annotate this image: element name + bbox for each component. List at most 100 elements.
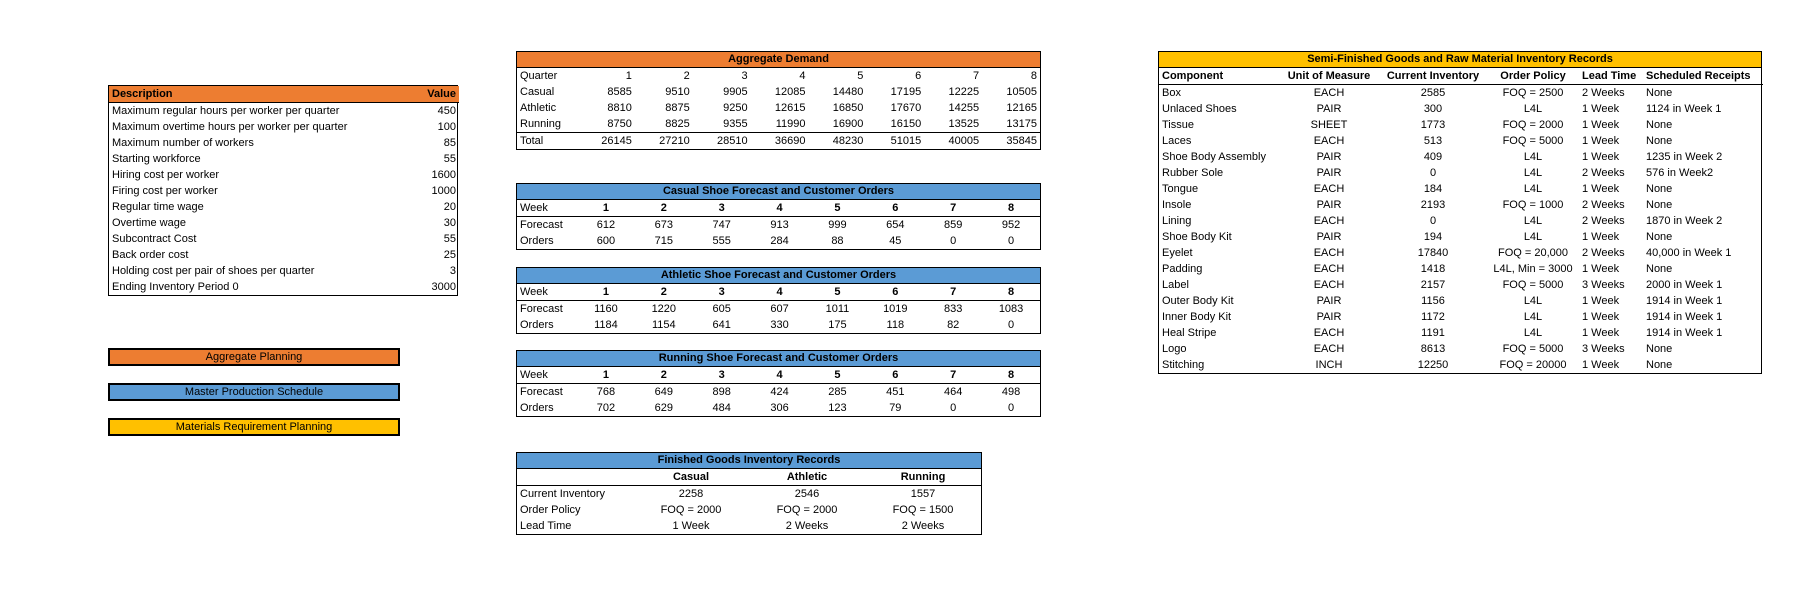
cell: Holding cost per pair of shoes per quart…	[112, 265, 315, 277]
cell: Firing cost per worker	[112, 185, 218, 197]
cell: 10505	[1006, 86, 1037, 98]
row: Eyelet EACH 17840 FOQ = 20,000 2 Weeks 40,000…	[1159, 245, 1763, 261]
aggregate-planning-button[interactable]: Aggregate Planning	[108, 348, 400, 366]
row: Firing cost per worker 1000	[109, 183, 459, 199]
row: Week 1 2 3 4 5 6 7 8	[517, 367, 1040, 384]
header-cell: Running	[865, 469, 981, 486]
cell: 17840	[1417, 247, 1449, 259]
mrp-button[interactable]: Materials Requirement Planning	[108, 418, 400, 436]
table-title: Running Shoe Forecast and Customer Order…	[517, 351, 1040, 367]
row: Overtime wage 30	[109, 215, 459, 231]
row: Forecast 1160 1220 605 607 1011 1019 833 1083	[517, 301, 1040, 318]
cell: 0	[1429, 215, 1437, 227]
cell: None	[1646, 231, 1673, 243]
cell: 14480	[832, 86, 864, 98]
cell: 1	[577, 367, 635, 384]
row: Shoe Body Kit PAIR 194 L4L 1 Week None	[1159, 229, 1763, 245]
cell: 30	[443, 217, 456, 229]
cell: 88	[831, 235, 844, 247]
cell: None	[1646, 135, 1673, 147]
row: Orders 600 715 555 284 88 45 0 0	[517, 233, 1040, 249]
row: Box EACH 2585 FOQ = 2500 2 Weeks None	[1159, 85, 1763, 102]
row: Maximum regular hours per worker per qua…	[109, 103, 459, 120]
cell: None	[1646, 359, 1673, 371]
cell: 45	[889, 235, 902, 247]
aggregate-demand-table: Aggregate Demand Quarter 1 2 3 4 5 6 7 8 Casual 858…	[516, 51, 1041, 150]
cell: 1914 in Week 1	[1646, 327, 1723, 339]
cell: Orders	[520, 402, 554, 414]
cell: 1172	[1421, 311, 1445, 323]
cell: Total	[517, 132, 577, 149]
cell: FOQ = 2000	[660, 504, 722, 516]
cell: 3	[741, 70, 748, 82]
cell: 285	[828, 386, 847, 398]
cell: 0	[1429, 167, 1437, 179]
cell: 55	[443, 153, 456, 165]
cell: 123	[828, 402, 847, 414]
row: Shoe Body Assembly PAIR 409 L4L 1 Week 1235 i…	[1159, 149, 1763, 165]
cell: Logo	[1162, 343, 1187, 355]
row: Laces EACH 513 FOQ = 5000 1 Week None	[1159, 133, 1763, 149]
row: Ending Inventory Period 0 3000	[109, 279, 459, 295]
cell: 5	[857, 70, 864, 82]
cell: 5	[808, 284, 867, 301]
cell: 600	[596, 235, 616, 247]
cell: 952	[1001, 219, 1021, 231]
cell: 9510	[665, 86, 690, 98]
cell: 1 Week	[1582, 263, 1620, 275]
cell: Week	[517, 367, 577, 384]
cell: 194	[1423, 231, 1443, 243]
cell: 100	[437, 121, 456, 133]
cell: 16850	[832, 102, 864, 114]
cell: 26145	[577, 132, 635, 149]
cell: 913	[770, 219, 789, 231]
row: Unlaced Shoes PAIR 300 L4L 1 Week 1124 in Wee…	[1159, 101, 1763, 117]
cell: 1 Week	[1582, 327, 1620, 339]
cell: 0	[1008, 319, 1015, 331]
cell: FOQ = 1500	[892, 504, 954, 516]
cell: 1	[577, 200, 635, 217]
cell: 4	[750, 284, 809, 301]
cell: Week	[517, 200, 577, 217]
cell: Inner Body Kit	[1162, 311, 1232, 323]
row: Week 1 2 3 4 5 6 7 8	[517, 200, 1040, 217]
cell: 28510	[692, 132, 751, 149]
cell: 27210	[634, 132, 693, 149]
cell: PAIR	[1316, 231, 1342, 243]
cell: 3	[692, 284, 751, 301]
row: Lining EACH 0 L4L 2 Weeks 1870 in Week 2	[1159, 213, 1763, 229]
cell: Running	[520, 118, 561, 130]
cell: L4L	[1523, 231, 1543, 243]
cell: 641	[712, 319, 731, 331]
cell: 702	[596, 402, 616, 414]
cell: 85	[443, 137, 456, 149]
cell: 2	[634, 367, 693, 384]
cell: 424	[770, 386, 789, 398]
cell: 13525	[948, 118, 980, 130]
cell: EACH	[1313, 247, 1345, 259]
cell: 1124 in Week 1	[1646, 103, 1722, 115]
row: Maximum overtime hours per worker per qu…	[109, 119, 459, 135]
cell: 450	[437, 105, 456, 117]
cell: Forecast	[520, 386, 563, 398]
cell: FOQ = 5000	[1502, 343, 1564, 355]
row: Orders 702 629 484 306 123 79 0 0	[517, 400, 1040, 416]
cell: 40,000 in Week 1	[1646, 247, 1732, 259]
row: Label EACH 2157 FOQ = 5000 3 Weeks 2000 in We…	[1159, 277, 1763, 293]
mps-button[interactable]: Master Production Schedule	[108, 383, 400, 401]
row: Padding EACH 1418 L4L, Min = 3000 1 Week None	[1159, 261, 1763, 277]
cell: 6	[866, 367, 925, 384]
row: Inner Body Kit PAIR 1172 L4L 1 Week 1914 in W…	[1159, 309, 1763, 325]
cell: Eyelet	[1162, 247, 1193, 259]
cell: 451	[886, 386, 905, 398]
cell: PAIR	[1316, 199, 1342, 211]
cell: 8585	[607, 86, 632, 98]
cell: 1	[577, 284, 635, 301]
cell: Hiring cost per worker	[112, 169, 219, 181]
cell: 8825	[665, 118, 690, 130]
cell: L4L	[1523, 327, 1543, 339]
cell: Athletic	[520, 102, 557, 114]
cell: 79	[889, 402, 902, 414]
cell: 8875	[665, 102, 690, 114]
grid: Component Unit of Measure Current Inventor…	[1159, 68, 1763, 373]
